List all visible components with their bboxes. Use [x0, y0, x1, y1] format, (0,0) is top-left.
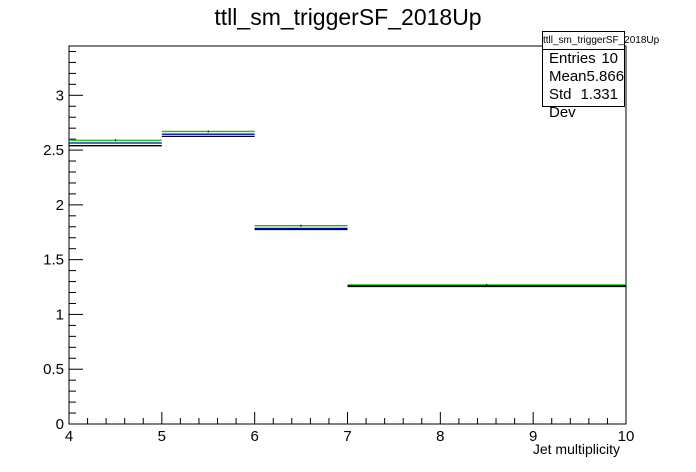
x-tick-label: 6 [250, 428, 258, 445]
stats-value: 10 [601, 50, 618, 67]
stats-label: Mean [549, 68, 587, 85]
chart-title: ttll_sm_triggerSF_2018Up [214, 4, 482, 30]
stats-label: Std Dev [549, 86, 576, 121]
stats-value: 5.866 [586, 68, 625, 85]
x-tick-label: 9 [529, 428, 537, 445]
x-tick-label: 7 [343, 428, 351, 445]
y-tick-label: 2.5 [43, 142, 64, 159]
stats-row-mean: Mean 5.866 [543, 68, 624, 86]
x-tick-label: 10 [618, 428, 635, 445]
x-axis-label: Jet multiplicity [532, 441, 620, 457]
y-tick-label: 3 [56, 87, 64, 104]
stats-label: Entries [549, 50, 596, 67]
stats-box: ttll_sm_triggerSF_2018Up Entries 10 Mean… [542, 31, 659, 121]
stats-row-entries: Entries 10 [543, 50, 624, 68]
y-tick-label: 1 [56, 306, 64, 323]
stats-row-stddev: Std Dev 1.331 [543, 86, 624, 121]
x-tick-label: 8 [436, 428, 444, 445]
y-tick-label: 0 [56, 416, 64, 433]
y-tick-label: 1.5 [43, 252, 64, 269]
x-tick-label: 4 [65, 428, 73, 445]
stats-header: ttll_sm_triggerSF_2018Up [543, 32, 659, 50]
x-tick-label: 5 [158, 428, 166, 445]
y-tick-label: 2 [56, 197, 64, 214]
y-tick-label: 0.5 [43, 361, 64, 378]
stats-value: 1.331 [580, 86, 618, 103]
